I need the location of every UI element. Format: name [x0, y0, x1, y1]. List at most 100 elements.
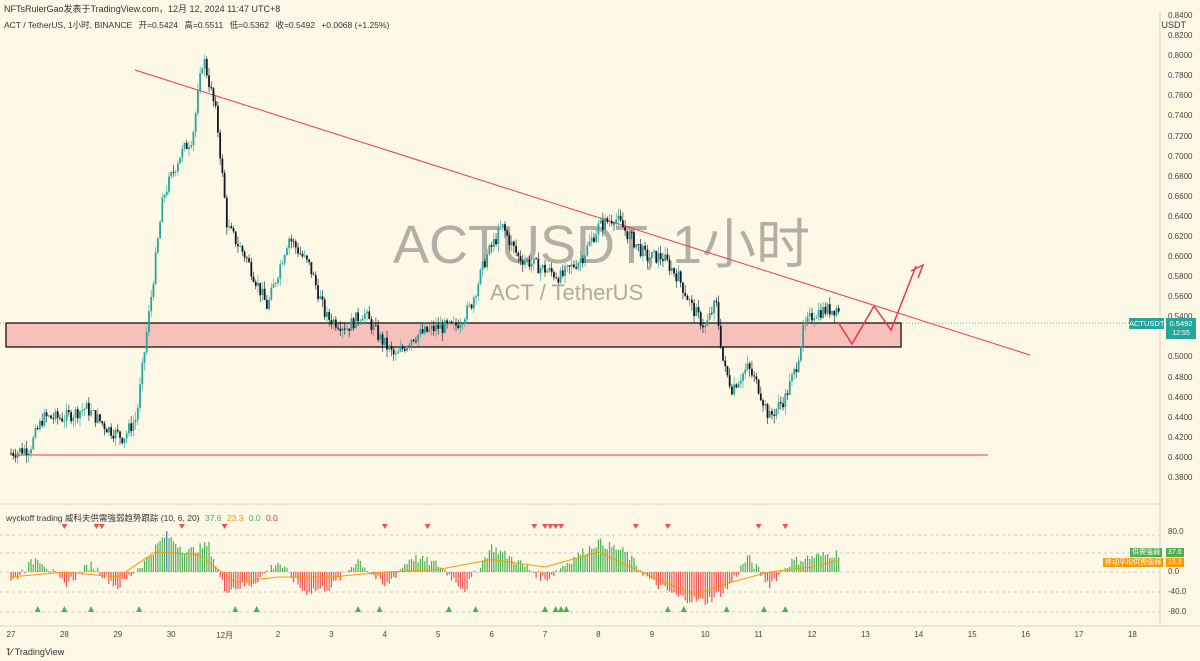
candle-body: [811, 313, 813, 321]
candle-body: [588, 241, 591, 246]
candle-body: [185, 142, 188, 150]
candle-body: [508, 235, 511, 246]
candle-body: [757, 379, 760, 394]
candle-body: [793, 369, 796, 375]
candle-body: [401, 347, 404, 349]
candle-body: [633, 232, 635, 248]
candle-body: [439, 324, 442, 329]
candle-body: [67, 410, 70, 413]
candle-body: [739, 380, 742, 384]
candle-body: [751, 368, 753, 376]
candle-body: [312, 274, 315, 276]
time-tick-label: 4: [382, 630, 388, 639]
candle-body: [208, 75, 210, 88]
tradingview-logo-text: TradingView: [14, 647, 65, 657]
candle-body: [152, 284, 155, 297]
time-tick-label: 29: [113, 630, 123, 639]
symbol-watermark-subtitle: ACT / TetherUS: [490, 280, 644, 305]
candle-body: [119, 431, 121, 438]
candle-body: [713, 300, 715, 314]
candle-body: [165, 191, 168, 195]
symbol-name[interactable]: ACT / TetherUS, 1小时, BINANCE: [4, 20, 133, 30]
candle-body: [54, 411, 57, 419]
candle-body: [477, 284, 480, 297]
candle-body: [179, 157, 181, 164]
candle-body: [753, 375, 756, 377]
candle-body: [697, 307, 700, 313]
candle-body: [43, 412, 46, 426]
candle-body: [481, 261, 484, 270]
candle-body: [497, 228, 500, 245]
price-tick-label: 0.6600: [1168, 191, 1193, 201]
candle-body: [744, 369, 747, 374]
tradingview-logo[interactable]: ⊺⁄ TradingView: [6, 647, 64, 658]
candle-body: [606, 218, 609, 222]
candle-body: [595, 234, 598, 242]
candle-body: [294, 241, 297, 248]
candle-body: [417, 334, 420, 342]
candle-body: [386, 337, 388, 350]
candle-body: [14, 455, 17, 458]
high-value: 高=0.5511: [184, 20, 224, 30]
price-tick-label: 0.3800: [1168, 472, 1193, 482]
candle-body: [548, 267, 551, 271]
sell-signal-marker: [424, 524, 431, 529]
indicator-value-1: 37.6: [204, 513, 222, 523]
symbol-legend: ACT / TetherUS, 1小时, BINANCE 开=0.5424 高=…: [4, 19, 393, 31]
candle-body: [306, 255, 308, 260]
price-tick-label: 0.8000: [1168, 51, 1193, 61]
projection-path[interactable]: [837, 265, 917, 346]
candle-body: [590, 237, 593, 242]
candle-body: [570, 264, 573, 267]
candle-body: [397, 351, 400, 354]
candle-body: [706, 319, 709, 326]
candle-body: [448, 321, 451, 324]
candle-body: [755, 376, 758, 380]
price-tick-label: 0.4000: [1168, 452, 1193, 462]
price-tick-label: 0.6000: [1168, 252, 1193, 262]
price-tick-label: 0.6200: [1168, 231, 1193, 241]
downtrend-line[interactable]: [134, 69, 1031, 356]
candle-body: [154, 252, 157, 285]
sell-signal-marker: [61, 524, 68, 529]
candle-body: [19, 448, 21, 453]
price-tick-label: 0.7000: [1168, 151, 1193, 161]
candle-body: [559, 270, 562, 283]
candle-body: [150, 296, 153, 312]
candle-body: [566, 265, 569, 267]
price-tick-label: 0.6800: [1168, 171, 1193, 181]
candle-body: [768, 411, 771, 418]
candle-body: [657, 253, 660, 263]
price-tick-label: 0.4800: [1168, 372, 1193, 382]
candle-body: [261, 288, 264, 296]
candle-body: [464, 319, 466, 324]
candle-body: [459, 324, 462, 328]
candle-body: [310, 262, 313, 275]
candle-body: [110, 427, 113, 436]
candle-body: [277, 278, 279, 283]
candle-body: [575, 267, 578, 269]
candle-body: [92, 410, 95, 411]
indicator-value-4: 0.0: [265, 513, 278, 523]
sell-signal-marker: [558, 524, 565, 529]
candle-body: [519, 256, 522, 261]
candle-body: [786, 393, 789, 395]
price-tick-label: 0.8400: [1168, 11, 1193, 20]
candle-body: [30, 449, 32, 454]
buy-signal-marker: [680, 606, 687, 612]
candle-body: [197, 90, 199, 114]
candle-body: [610, 220, 613, 224]
candle-body: [121, 437, 124, 444]
candle-body: [399, 347, 402, 352]
price-tick-label: 0.5400: [1168, 312, 1193, 322]
candle-body: [528, 259, 531, 267]
indicator-legend[interactable]: wyckoff trading 威科夫供需強弱趋势跟踪 (10, 6, 20) …: [6, 512, 281, 524]
candle-body: [517, 252, 520, 257]
candle-body: [274, 282, 277, 285]
candle-body: [802, 324, 804, 347]
candle-body: [488, 245, 491, 255]
candle-body: [804, 321, 807, 325]
candle-body: [666, 254, 669, 260]
candle-body: [648, 258, 651, 261]
